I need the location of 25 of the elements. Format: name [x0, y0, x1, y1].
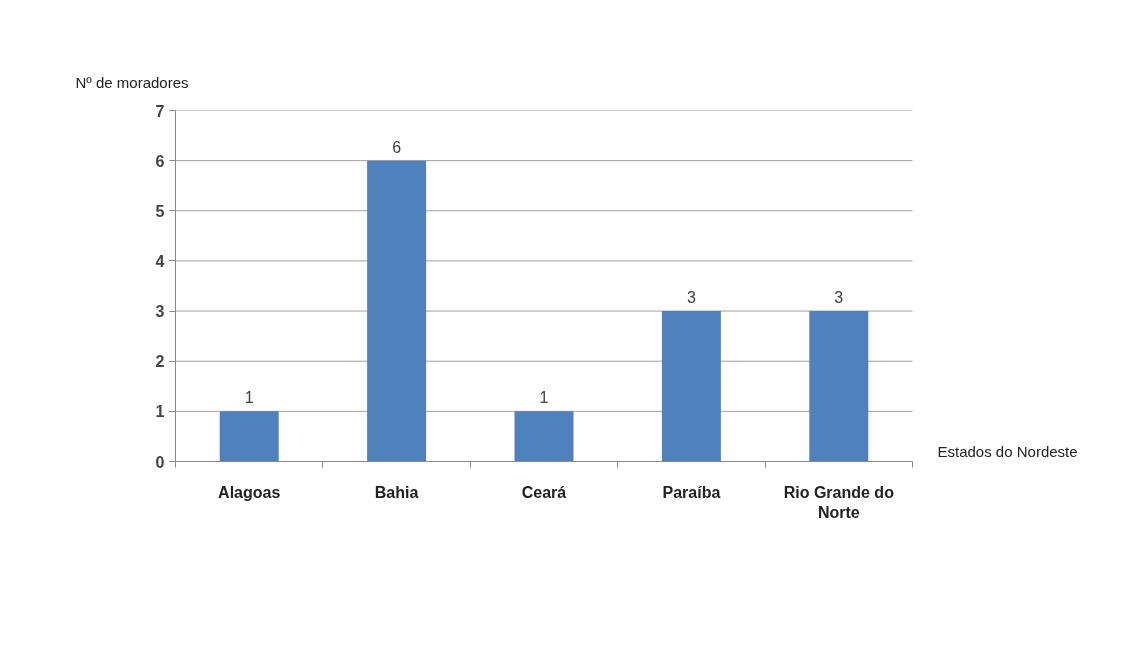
x-tick-label: Rio Grande do Norte: [783, 483, 895, 521]
bar: [809, 311, 869, 462]
y-tick-label: 4: [155, 252, 165, 270]
x-tick-label: Alagoas: [218, 483, 281, 501]
y-tick-label: 1: [155, 403, 165, 421]
bar: [661, 311, 721, 462]
data-label: 1: [244, 389, 254, 407]
bar: [367, 160, 427, 462]
bar: [219, 411, 279, 462]
data-label: 3: [686, 289, 696, 307]
data-label: 6: [392, 138, 402, 156]
y-tick-label: 7: [155, 102, 165, 120]
x-tick-label: Ceará: [521, 483, 567, 501]
x-axis-title: Estados do Nordeste: [937, 442, 1078, 460]
y-tick-label: 5: [155, 202, 165, 220]
y-tick-label: 0: [155, 453, 165, 471]
y-axis-title: Nº de moradores: [75, 73, 189, 91]
x-tick-label: Paraíba: [662, 483, 721, 501]
data-label: 3: [834, 289, 844, 307]
x-tick-label: Bahia: [374, 483, 419, 501]
bar: [514, 411, 574, 462]
data-label: 1: [539, 389, 549, 407]
y-tick-label: 6: [155, 152, 165, 170]
y-tick-label: 2: [155, 353, 165, 371]
y-tick-label: 3: [155, 303, 165, 321]
